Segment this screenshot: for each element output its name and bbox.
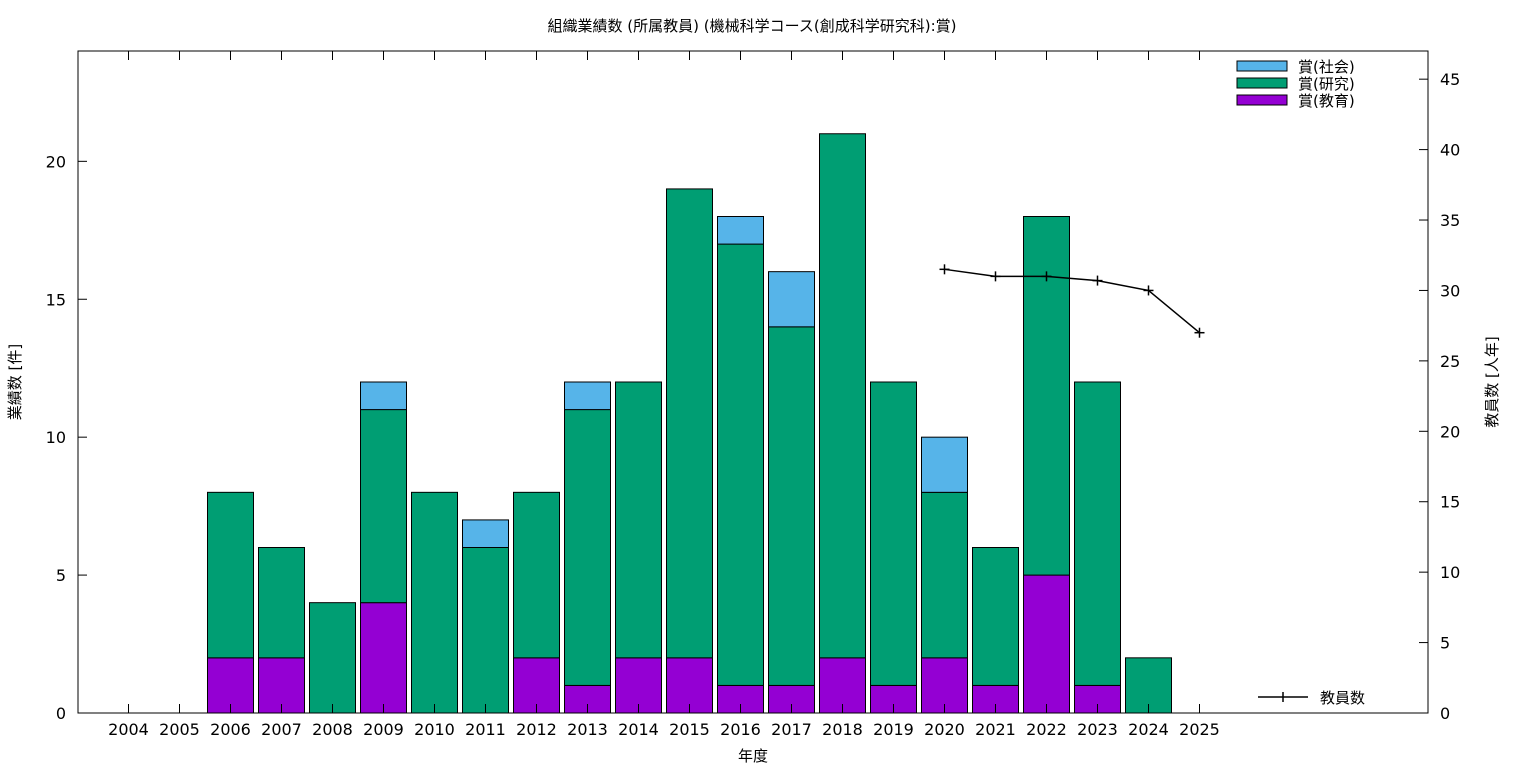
legend-label-0: 賞(社会) bbox=[1298, 58, 1355, 76]
bar-2020-series-2 bbox=[921, 436, 968, 493]
x-tick-label-2004: 2004 bbox=[108, 720, 149, 739]
bar-2020-series-0 bbox=[921, 657, 968, 714]
y-right-tick-label: 20 bbox=[1440, 422, 1460, 441]
x-tick-label-2014: 2014 bbox=[618, 720, 659, 739]
x-tick-label-2015: 2015 bbox=[669, 720, 710, 739]
y-right-tick-label: 10 bbox=[1440, 563, 1460, 582]
y-right-tick-label: 0 bbox=[1440, 704, 1450, 723]
x-tick-label-2008: 2008 bbox=[312, 720, 353, 739]
y-right-tick-label: 35 bbox=[1440, 211, 1460, 230]
x-tick-label-2006: 2006 bbox=[210, 720, 251, 739]
legend-label-line: 教員数 bbox=[1320, 689, 1365, 707]
bar-2006-series-0 bbox=[207, 657, 254, 714]
bar-2020-series-1 bbox=[921, 491, 968, 659]
bar-2009-series-1 bbox=[360, 409, 407, 604]
x-tick-label-2021: 2021 bbox=[975, 720, 1016, 739]
x-tick-label-2024: 2024 bbox=[1128, 720, 1169, 739]
bar-2015-series-0 bbox=[666, 657, 713, 714]
legend-label-2: 賞(教育) bbox=[1298, 92, 1355, 110]
teacher-count-point-2025 bbox=[1194, 327, 1205, 338]
x-tick-label-2012: 2012 bbox=[516, 720, 557, 739]
legend-swatch-0 bbox=[1236, 60, 1288, 72]
legend-swatch-2 bbox=[1236, 94, 1288, 106]
bar-2012-series-1 bbox=[513, 491, 560, 659]
x-tick-label-2013: 2013 bbox=[567, 720, 608, 739]
y-right-tick-label: 25 bbox=[1440, 352, 1460, 371]
bar-2017-series-2 bbox=[768, 271, 815, 328]
y-right-tick-label: 45 bbox=[1440, 70, 1460, 89]
x-tick-label-2020: 2020 bbox=[924, 720, 965, 739]
bar-2018-series-1 bbox=[819, 133, 866, 659]
y-left-tick-label: 5 bbox=[56, 566, 66, 585]
y-left-tick-label: 10 bbox=[46, 428, 66, 447]
bar-2016-series-1 bbox=[717, 243, 764, 686]
y-right-tick-label: 40 bbox=[1440, 141, 1460, 160]
bar-2022-series-0 bbox=[1023, 574, 1070, 714]
bar-2011-series-2 bbox=[462, 519, 509, 549]
bar-2016-series-2 bbox=[717, 216, 764, 245]
bar-2011-series-1 bbox=[462, 547, 509, 714]
x-tick-label-2018: 2018 bbox=[822, 720, 863, 739]
legend-label-1: 賞(研究) bbox=[1298, 75, 1355, 93]
x-tick-label-2017: 2017 bbox=[771, 720, 812, 739]
y-right-tick-label: 15 bbox=[1440, 493, 1460, 512]
x-tick-label-2022: 2022 bbox=[1026, 720, 1067, 739]
x-tick-label-2025: 2025 bbox=[1179, 720, 1220, 739]
bar-2017-series-1 bbox=[768, 326, 815, 686]
bar-2022-series-1 bbox=[1023, 216, 1070, 576]
x-tick-label-2019: 2019 bbox=[873, 720, 914, 739]
x-tick-label-2005: 2005 bbox=[159, 720, 200, 739]
bar-2013-series-1 bbox=[564, 409, 611, 686]
bar-2015-series-1 bbox=[666, 188, 713, 659]
plot-area bbox=[207, 133, 1205, 714]
bar-2009-series-2 bbox=[360, 381, 407, 411]
bar-2019-series-1 bbox=[870, 381, 917, 686]
legend-swatch-1 bbox=[1236, 77, 1288, 89]
teacher-count-point-2024 bbox=[1143, 285, 1154, 296]
x-tick-label-2016: 2016 bbox=[720, 720, 761, 739]
bar-2007-series-1 bbox=[258, 547, 305, 659]
teacher-count-point-2021 bbox=[990, 271, 1001, 282]
x-tick-label-2010: 2010 bbox=[414, 720, 455, 739]
x-tick-label-2007: 2007 bbox=[261, 720, 302, 739]
bar-2006-series-1 bbox=[207, 491, 254, 659]
bar-2024-series-1 bbox=[1125, 657, 1172, 714]
x-axis-label: 年度 bbox=[738, 747, 768, 765]
bar-2009-series-0 bbox=[360, 602, 407, 714]
y-left-tick-label: 15 bbox=[46, 290, 66, 309]
y-axis-left-label: 業績数 [件] bbox=[6, 344, 24, 420]
teacher-count-point-2023 bbox=[1092, 275, 1103, 286]
y-axis-right-label: 教員数 [人年] bbox=[1483, 336, 1501, 427]
y-right-tick-label: 30 bbox=[1440, 281, 1460, 300]
teacher-count-point-2022 bbox=[1041, 271, 1052, 282]
legend: 賞(社会)賞(研究)賞(教育) 教員数 bbox=[1236, 58, 1365, 707]
bar-2007-series-0 bbox=[258, 657, 305, 714]
x-tick-label-2011: 2011 bbox=[465, 720, 506, 739]
y-left-tick-label: 20 bbox=[46, 152, 66, 171]
x-tick-label-2023: 2023 bbox=[1077, 720, 1118, 739]
teacher-count-point-2020 bbox=[939, 264, 950, 275]
bar-2021-series-1 bbox=[972, 547, 1019, 686]
y-left-tick-label: 0 bbox=[56, 704, 66, 723]
bar-2013-series-2 bbox=[564, 381, 611, 411]
bar-2014-series-1 bbox=[615, 381, 662, 659]
bar-2008-series-1 bbox=[309, 602, 356, 714]
y-right-tick-label: 5 bbox=[1440, 634, 1450, 653]
teacher-count-line bbox=[944, 268, 1200, 334]
chart-title: 組織業績数 (所属教員) (機械科学コース(創成科学研究科):賞) bbox=[548, 17, 957, 35]
plot-frame bbox=[77, 50, 1429, 714]
bar-2023-series-1 bbox=[1074, 381, 1121, 686]
bar-2010-series-1 bbox=[411, 491, 458, 714]
x-tick-label-2009: 2009 bbox=[363, 720, 404, 739]
